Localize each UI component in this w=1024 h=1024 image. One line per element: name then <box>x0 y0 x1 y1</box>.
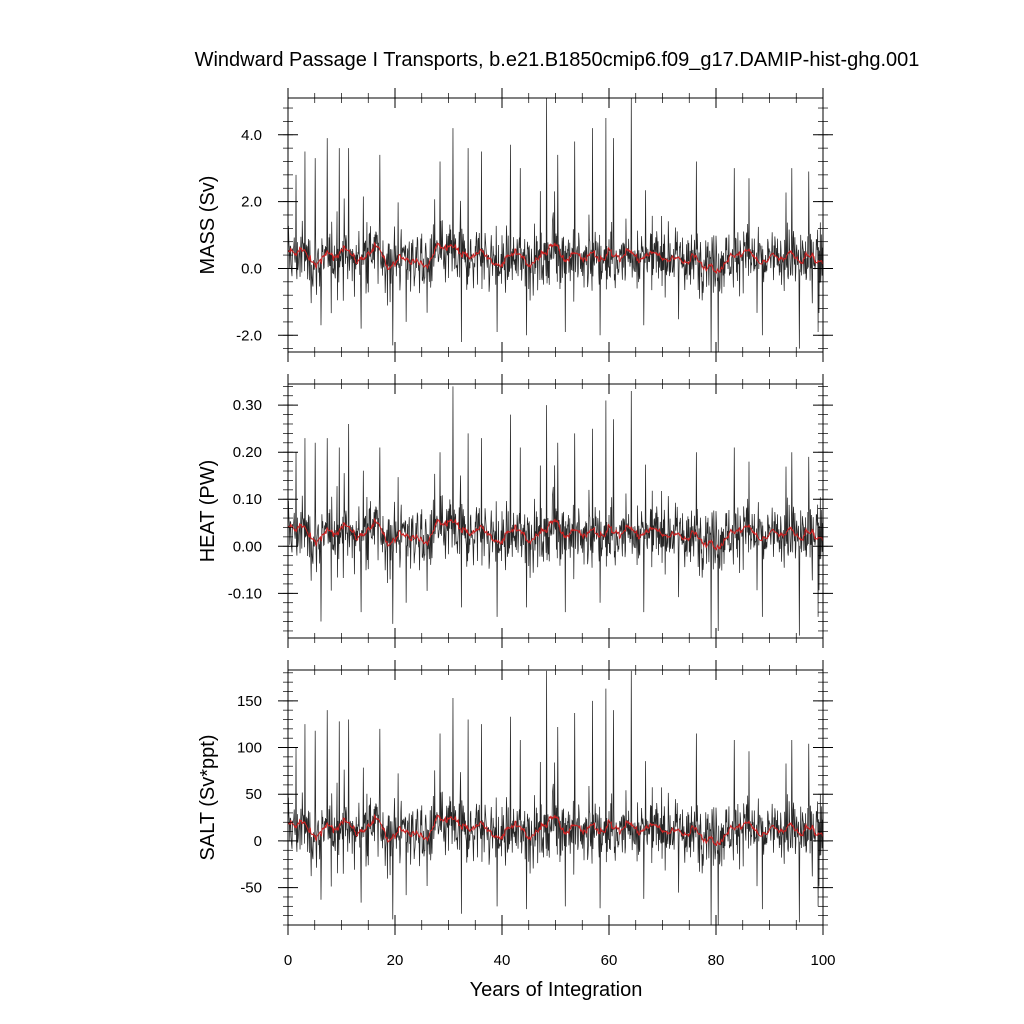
y-tick-label: 0.20 <box>233 444 262 461</box>
y-tick-label: 2.0 <box>241 194 262 211</box>
chart-title: Windward Passage I Transports, b.e21.B18… <box>195 49 920 71</box>
x-tick-label: 40 <box>494 952 511 969</box>
y-axis-label: HEAT (PW) <box>197 460 219 563</box>
y-tick-label: -0.10 <box>228 585 262 602</box>
y-tick-label: 4.0 <box>241 127 262 144</box>
y-axis-label: SALT (Sv*ppt) <box>197 735 219 861</box>
y-tick-label: 100 <box>237 740 262 757</box>
x-tick-label: 100 <box>810 952 835 969</box>
y-tick-label: 0.10 <box>233 491 262 508</box>
smoothed-series-line <box>287 813 824 847</box>
plot-frame <box>287 669 824 926</box>
smoothed-series-line <box>287 241 824 274</box>
panel-1: -2.0 0.0 2.0 4.0 MASS (Sv) <box>197 88 833 362</box>
y-tick-label: 0.0 <box>241 260 262 277</box>
y-tick-label: 0.00 <box>233 538 262 555</box>
monthly-series-line <box>287 97 823 353</box>
x-tick-label: 20 <box>387 952 404 969</box>
panel-2: -0.10 0.00 0.10 0.20 0.30 HEAT (PW) <box>197 374 833 648</box>
y-axis-label: MASS (Sv) <box>197 176 219 275</box>
y-tick-label: 0 <box>254 833 262 850</box>
x-tick-label: 60 <box>601 952 618 969</box>
x-tick-label: 80 <box>708 952 725 969</box>
panels: -2.0 0.0 2.0 4.0 MASS (Sv) -0.10 0.00 0.10 0.20 0… <box>197 88 836 969</box>
y-tick-label: 0.30 <box>233 397 262 414</box>
plot-frame <box>287 97 824 353</box>
y-tick-label: -50 <box>240 880 262 897</box>
y-tick-label: -2.0 <box>236 327 262 344</box>
monthly-series-line <box>287 670 823 926</box>
y-tick-label: 50 <box>245 786 262 803</box>
x-tick-label: 0 <box>284 952 292 969</box>
x-axis-label: Years of Integration <box>470 979 643 1001</box>
y-tick-label: 150 <box>237 693 262 710</box>
smoothed-series-line <box>287 517 824 551</box>
monthly-series-line <box>287 386 823 639</box>
plot-frame <box>287 383 824 639</box>
panel-3: -50 0 50 100 150 SALT (Sv*ppt) <box>197 660 833 935</box>
